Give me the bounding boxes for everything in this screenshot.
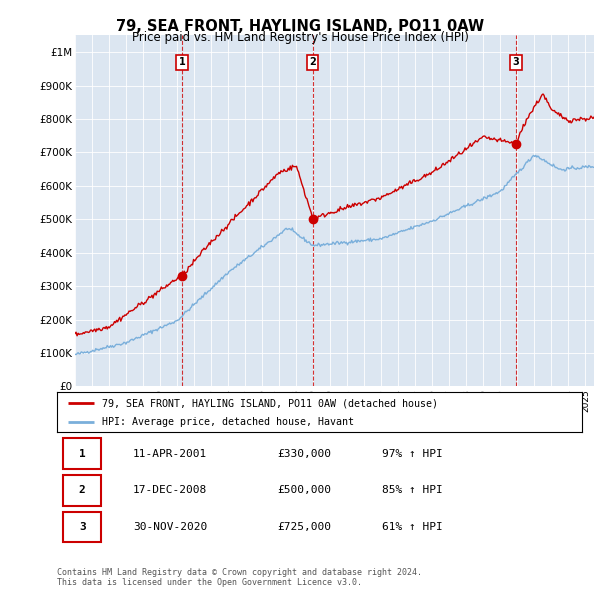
FancyBboxPatch shape <box>64 475 101 506</box>
Text: 30-NOV-2020: 30-NOV-2020 <box>133 522 208 532</box>
Text: HPI: Average price, detached house, Havant: HPI: Average price, detached house, Hava… <box>101 417 353 427</box>
Text: £725,000: £725,000 <box>277 522 331 532</box>
Text: Contains HM Land Registry data © Crown copyright and database right 2024.
This d: Contains HM Land Registry data © Crown c… <box>57 568 422 587</box>
Text: Price paid vs. HM Land Registry's House Price Index (HPI): Price paid vs. HM Land Registry's House … <box>131 31 469 44</box>
Text: 2: 2 <box>79 486 86 495</box>
Text: 3: 3 <box>79 522 86 532</box>
Text: 11-APR-2001: 11-APR-2001 <box>133 449 208 458</box>
Text: 79, SEA FRONT, HAYLING ISLAND, PO11 0AW: 79, SEA FRONT, HAYLING ISLAND, PO11 0AW <box>116 19 484 34</box>
Text: 2: 2 <box>309 57 316 67</box>
Text: 1: 1 <box>178 57 185 67</box>
Text: 79, SEA FRONT, HAYLING ISLAND, PO11 0AW (detached house): 79, SEA FRONT, HAYLING ISLAND, PO11 0AW … <box>101 398 437 408</box>
FancyBboxPatch shape <box>64 512 101 542</box>
Text: £500,000: £500,000 <box>277 486 331 495</box>
Text: 17-DEC-2008: 17-DEC-2008 <box>133 486 208 495</box>
Text: 97% ↑ HPI: 97% ↑ HPI <box>383 449 443 458</box>
Text: 3: 3 <box>512 57 519 67</box>
Text: 61% ↑ HPI: 61% ↑ HPI <box>383 522 443 532</box>
Text: £330,000: £330,000 <box>277 449 331 458</box>
Text: 85% ↑ HPI: 85% ↑ HPI <box>383 486 443 495</box>
FancyBboxPatch shape <box>64 438 101 469</box>
Text: 1: 1 <box>79 449 86 458</box>
